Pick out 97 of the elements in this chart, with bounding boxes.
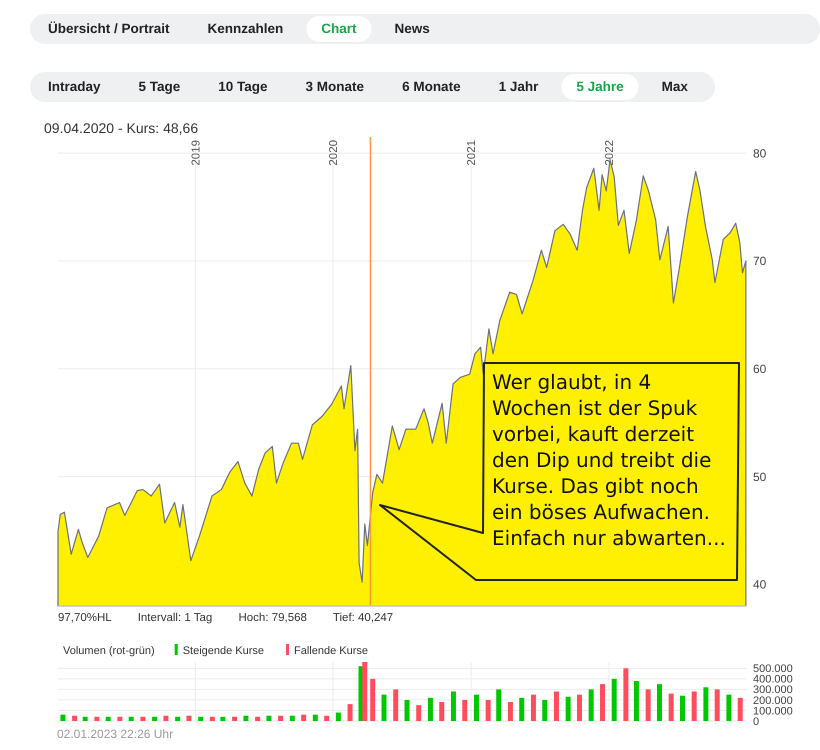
bar (163, 716, 168, 721)
text: 3 Monate (306, 79, 365, 94)
bar (362, 662, 368, 721)
bar (255, 716, 260, 721)
bar (450, 692, 456, 721)
bar (140, 716, 146, 721)
text: News (394, 21, 430, 36)
y-tick-label: 50 (753, 470, 767, 484)
y-tick-label: 500.000 (753, 663, 793, 676)
y-tick-label: 400.000 (753, 674, 793, 686)
text: 6 Monate (402, 79, 462, 94)
bar (623, 668, 628, 721)
bar (152, 716, 158, 721)
bar (726, 694, 732, 721)
bar (612, 678, 617, 721)
x-tick-label: 2019 (190, 140, 202, 166)
bar (692, 692, 697, 721)
bar (106, 716, 111, 721)
text: 02.01.2023 22:26 Uhr (57, 727, 174, 741)
y-tick-label: 60 (753, 362, 767, 376)
bar (393, 689, 398, 721)
bar (210, 716, 215, 721)
text: Tief: 40,247 (332, 612, 394, 624)
bar (646, 689, 651, 721)
bar (117, 716, 122, 721)
y-tick-label: 0 (753, 716, 760, 728)
bar (714, 689, 720, 721)
y-tick-label: 80 (753, 146, 767, 160)
y-tick-label: 200.000 (753, 694, 793, 707)
bar (175, 716, 180, 721)
bar (588, 689, 594, 721)
bar (82, 716, 88, 721)
bar (348, 704, 353, 721)
y-tick-label: 40 (753, 578, 767, 592)
bar (336, 712, 341, 721)
text: Intraday (48, 79, 102, 94)
legend-title: Volumen (rot-grün) (63, 645, 155, 657)
bar (508, 702, 513, 721)
bar (404, 700, 410, 721)
bar (486, 700, 491, 721)
text: 5 Jahre (576, 79, 624, 94)
bar (416, 705, 422, 721)
x-tick-label: 2020 (328, 140, 340, 166)
bar (128, 716, 134, 721)
text: 1 Jahr (498, 79, 540, 94)
bar (382, 694, 387, 721)
bar (243, 716, 248, 721)
text: Übersicht / Portrait (48, 21, 170, 36)
bar (554, 692, 559, 721)
annotation: Wer glaubt, in 4 Wochen ist der Spuk vorbei, kauft derzeit den Dip und treibt die Kurse. Das gibt noch ein böses Aufwachen. Einfach nur abwarten... (492, 370, 726, 550)
bar (312, 714, 318, 721)
y-tick-label: 100.000 (753, 705, 793, 718)
bar (576, 694, 582, 721)
bar (600, 684, 605, 721)
bar (519, 698, 524, 721)
chart-title: 09.04.2020 - Kurs: 48,66 (44, 120, 198, 136)
text: Kennzahlen (208, 21, 284, 36)
bar (496, 689, 502, 721)
bar (324, 716, 330, 721)
bar (220, 716, 226, 721)
bar (703, 687, 708, 721)
legend-label: Fallende Kurse (294, 645, 368, 657)
text: 5 Tage (138, 79, 181, 94)
bar (738, 698, 743, 721)
bar (232, 716, 238, 721)
bar (94, 716, 100, 721)
x-tick-label: 2022 (604, 140, 616, 166)
bar (530, 694, 536, 721)
bar (186, 716, 192, 721)
bar (474, 694, 479, 721)
bar (278, 716, 284, 721)
text: 10 Tage (218, 79, 268, 94)
bar (72, 716, 78, 721)
bar (566, 696, 571, 721)
bar (542, 700, 548, 721)
bar (680, 696, 685, 721)
bar (290, 716, 295, 721)
x-tick-label: 2021 (466, 140, 478, 166)
text: Chart (321, 21, 358, 36)
bar (266, 716, 272, 721)
bar (634, 680, 639, 721)
y-tick-label: 70 (753, 254, 767, 268)
legend-label: Steigende Kurse (182, 645, 264, 657)
text: Intervall: 1 Tag (138, 612, 212, 624)
text: Max (662, 79, 688, 94)
text: 97,70%HL (58, 612, 112, 624)
bar (301, 714, 306, 721)
bar (370, 678, 376, 721)
bar (668, 694, 674, 721)
bar (462, 700, 468, 721)
bar (428, 698, 433, 721)
bar (60, 714, 66, 721)
bar (439, 702, 444, 721)
bar (656, 684, 662, 721)
bar (198, 716, 204, 721)
text: Hoch: 79,568 (238, 612, 307, 624)
y-tick-label: 300.000 (753, 684, 793, 696)
